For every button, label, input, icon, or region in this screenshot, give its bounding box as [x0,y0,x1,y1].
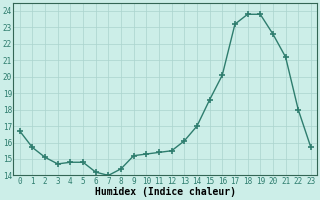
X-axis label: Humidex (Indice chaleur): Humidex (Indice chaleur) [95,187,236,197]
